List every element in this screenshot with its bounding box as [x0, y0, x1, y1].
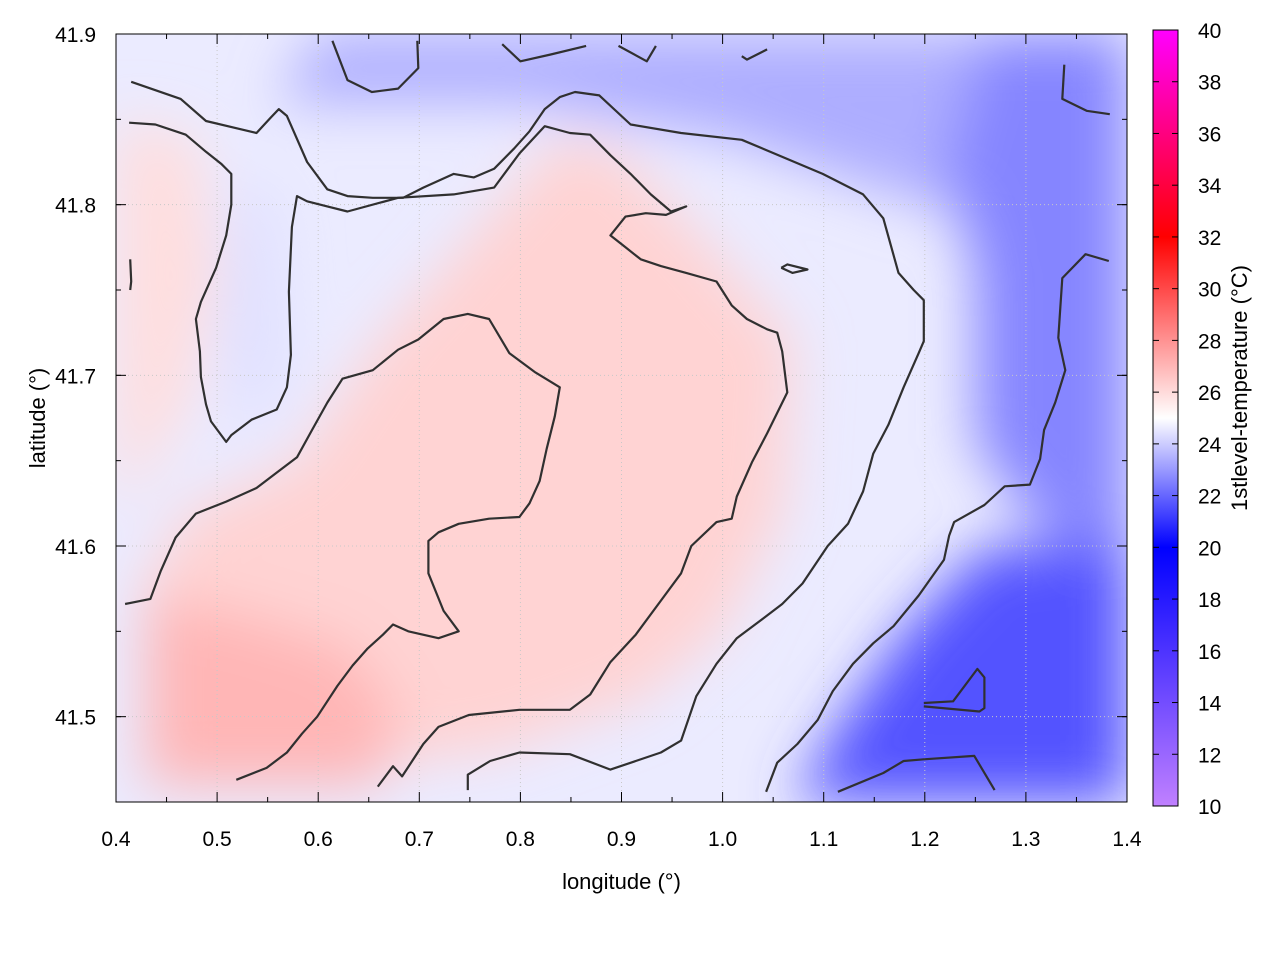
y-tick-label: 41.9	[55, 24, 96, 47]
x-tick-label: 0.4	[101, 828, 131, 851]
contour-line-1	[130, 80, 925, 791]
contour-line-5	[331, 40, 420, 94]
colorbar-tick-label: 34	[1198, 175, 1222, 198]
axis-ticks	[115, 33, 1128, 803]
colorbar: 10 12 14 16 18 20 22 24 26 28 30 32 34 36 38 40	[1152, 20, 1222, 819]
heat-region-4	[217, 170, 288, 444]
x-tick-label: 1.4	[1112, 828, 1142, 851]
contour-line-6	[501, 43, 587, 63]
colorbar-gradient	[1152, 29, 1179, 807]
x-tick-label: 1.3	[1011, 828, 1040, 851]
x-tick-label: 1.0	[708, 828, 737, 851]
x-axis-title: longitude (°)	[562, 869, 681, 894]
contour-line-7	[617, 44, 657, 63]
x-tick-label: 0.6	[304, 828, 333, 851]
contour-line-9	[1061, 64, 1110, 116]
colorbar-tick-labels: 10 12 14 16 18 20 22 24 26 28 30 32 34 36 38 40	[1198, 20, 1222, 819]
colorbar-tick-label: 10	[1198, 796, 1221, 819]
y-axis-title: latitude (°)	[25, 368, 50, 469]
contour-lines	[124, 40, 1110, 793]
y-tick-label: 41.8	[55, 195, 96, 218]
contour-line-4	[129, 259, 133, 291]
x-tick-label: 0.7	[405, 828, 434, 851]
heat-region-5	[277, 34, 1127, 205]
colorbar-tick-label: 24	[1198, 434, 1222, 457]
heat-region-2	[146, 597, 400, 785]
colorbar-tick-label: 18	[1198, 589, 1221, 612]
x-tick-labels: 0.4 0.5 0.6 0.7 0.8 0.9 1.0 1.1 1.2 1.3 1.4	[101, 828, 1142, 851]
colorbar-tick-label: 32	[1198, 227, 1221, 250]
colorbar-tick-label: 16	[1198, 641, 1221, 664]
y-tick-label: 41.6	[55, 536, 96, 559]
contour-line-13	[837, 754, 996, 793]
colorbar-tick-label: 12	[1198, 744, 1221, 767]
colorbar-tick-label: 22	[1198, 486, 1221, 509]
y-tick-label: 41.5	[55, 707, 96, 730]
contour-line-3	[124, 312, 561, 781]
colorbar-tick-label: 14	[1198, 693, 1222, 716]
heat-region-6	[945, 34, 1127, 615]
contour-line-8	[741, 48, 768, 61]
colorbar-ticks	[1153, 29, 1178, 807]
y-tick-labels: 41.5 41.6 41.7 41.8 41.9	[55, 24, 96, 730]
colorbar-tick-label: 38	[1198, 72, 1221, 95]
heat-region-3	[116, 119, 218, 512]
colorbar-tick-label: 26	[1198, 382, 1221, 405]
x-tick-label: 0.9	[607, 828, 636, 851]
x-tick-label: 1.1	[809, 828, 838, 851]
colorbar-tick-label: 20	[1198, 537, 1221, 560]
x-tick-label: 0.8	[506, 828, 535, 851]
colorbar-tick-label: 36	[1198, 123, 1221, 146]
colorbar-title: 1stlevel-temperature (°C)	[1227, 265, 1252, 511]
heat-region-7	[793, 546, 1127, 802]
x-tick-label: 1.2	[910, 828, 939, 851]
contour-line-10	[780, 263, 809, 274]
contour-line-2	[129, 121, 789, 788]
contour-line-12	[923, 667, 986, 713]
colorbar-tick-label: 30	[1198, 279, 1221, 302]
colorbar-tick-label: 40	[1198, 20, 1221, 43]
heat-region-1	[146, 136, 794, 768]
contour-line-11	[765, 253, 1110, 793]
colorbar-tick-label: 28	[1198, 330, 1221, 353]
y-tick-label: 41.7	[55, 365, 96, 388]
x-tick-label: 0.5	[202, 828, 231, 851]
